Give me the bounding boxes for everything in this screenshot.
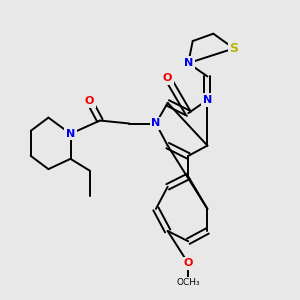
- Text: O: O: [163, 73, 172, 83]
- Text: N: N: [203, 95, 212, 105]
- Text: N: N: [151, 118, 160, 128]
- Text: S: S: [230, 42, 238, 55]
- Text: OCH₃: OCH₃: [176, 278, 200, 287]
- Text: N: N: [66, 129, 75, 139]
- Text: O: O: [85, 96, 94, 106]
- Text: O: O: [184, 258, 193, 268]
- Text: N: N: [184, 58, 193, 68]
